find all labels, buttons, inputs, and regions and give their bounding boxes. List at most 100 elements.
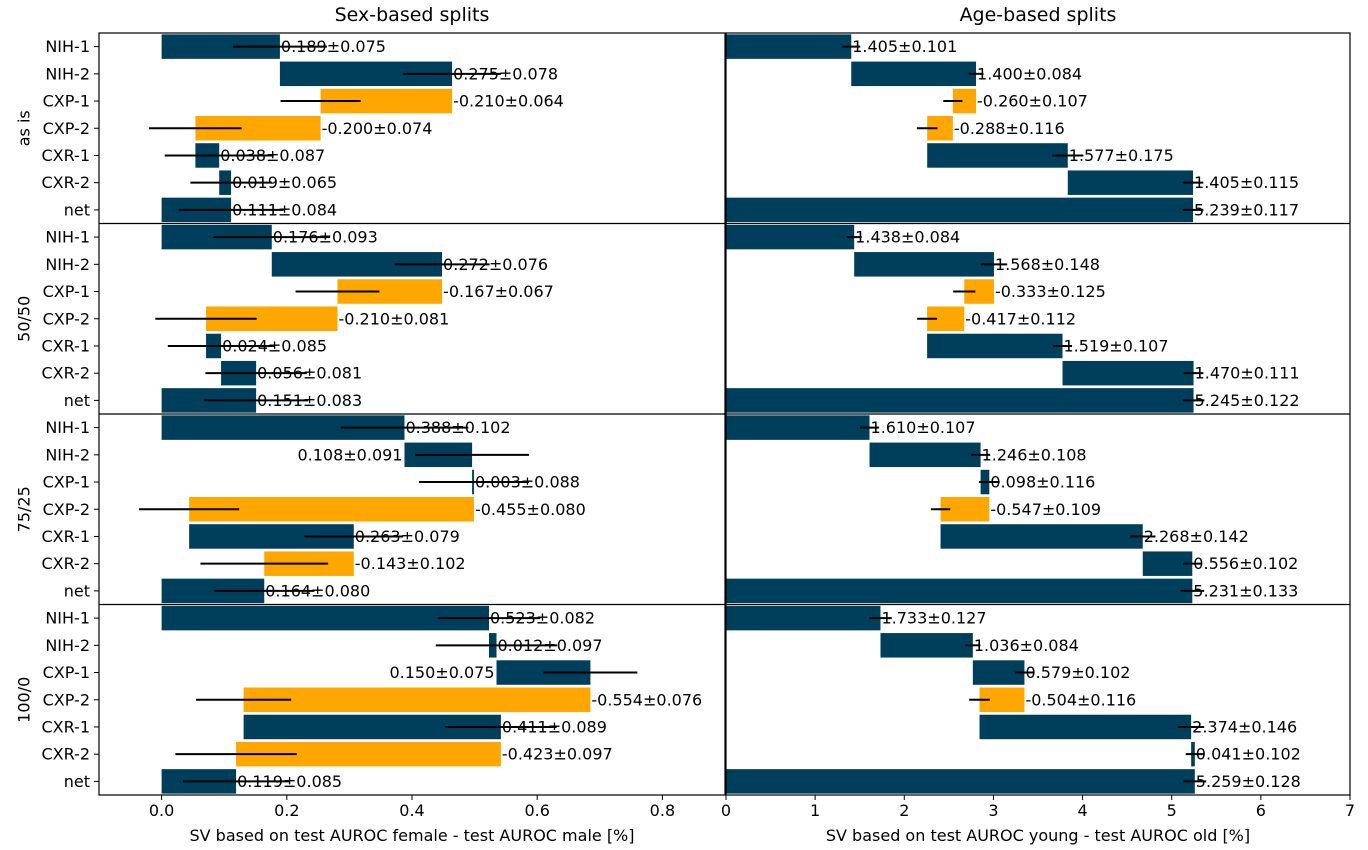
x-axis-label: SV based on test AUROC female - test AUR… xyxy=(189,826,634,845)
category-tick-label: NIH-1 xyxy=(45,228,90,247)
data-label: 5.245±0.122 xyxy=(1195,391,1300,410)
x-tick-label: 0 xyxy=(721,801,731,820)
data-label: 2.374±0.146 xyxy=(1192,717,1297,736)
x-tick-label: 7 xyxy=(1345,801,1355,820)
data-label: 1.470±0.111 xyxy=(1195,364,1300,383)
data-label: 1.036±0.084 xyxy=(974,636,1079,655)
bar-group: 1.405±0.101 1.400±0.084 -0.260±0.107 -0.288… xyxy=(726,34,1299,223)
category-tick-label: CXP-1 xyxy=(43,282,90,301)
category-tick-label: NIH-1 xyxy=(45,609,90,628)
group-label: as is xyxy=(15,110,34,146)
data-label: 0.041±0.102 xyxy=(1196,745,1301,764)
bar xyxy=(1067,170,1194,195)
data-label: 1.246±0.108 xyxy=(982,445,1087,464)
data-label: -0.210±0.064 xyxy=(453,92,564,111)
data-label: -0.143±0.102 xyxy=(355,554,466,573)
bar xyxy=(726,197,1194,223)
group-label: 50/50 xyxy=(15,296,34,342)
data-label: 0.189±0.075 xyxy=(281,37,386,56)
data-label: 1.438±0.084 xyxy=(855,228,960,247)
data-label: -0.167±0.067 xyxy=(443,282,554,301)
data-label: -0.333±0.125 xyxy=(995,282,1106,301)
bar xyxy=(851,61,977,87)
data-label: 5.231±0.133 xyxy=(1193,581,1298,600)
data-label: 0.098±0.116 xyxy=(990,473,1095,492)
data-label: 0.272±0.076 xyxy=(443,255,548,274)
x-tick-label: 2 xyxy=(899,801,909,820)
bar xyxy=(161,605,489,631)
x-tick-label: 3 xyxy=(988,801,998,820)
data-label: 0.411±0.089 xyxy=(502,717,607,736)
group-label: 75/25 xyxy=(15,486,34,532)
bar xyxy=(726,578,1193,604)
bar xyxy=(243,687,591,712)
category-tick-label: CXP-2 xyxy=(43,119,90,138)
data-label: 1.400±0.084 xyxy=(977,64,1082,83)
data-label: -0.455±0.080 xyxy=(475,500,586,519)
category-tick-label: NIH-2 xyxy=(45,445,90,464)
category-tick-label: CXR-2 xyxy=(41,364,90,383)
data-label: 0.263±0.079 xyxy=(355,527,460,546)
category-tick-label: CXR-2 xyxy=(41,173,90,192)
bar xyxy=(927,333,1063,359)
bar-group: 1.610±0.107 1.246±0.108 0.098±0.116 -0.547±… xyxy=(726,415,1298,604)
data-label: 0.176±0.093 xyxy=(273,228,378,247)
data-label: -0.260±0.107 xyxy=(977,92,1088,111)
data-label: 2.268±0.142 xyxy=(1144,527,1249,546)
data-label: 0.150±0.075 xyxy=(389,663,494,682)
category-tick-label: net xyxy=(64,200,90,219)
x-axis-label: SV based on test AUROC young - test AURO… xyxy=(826,826,1250,845)
panel-sex: Sex-based splits 0.189±0.075 0.275±0.078 -0… xyxy=(98,4,726,845)
data-label: 0.108±0.091 xyxy=(297,445,402,464)
bar xyxy=(952,88,977,114)
data-label: 5.259±0.128 xyxy=(1196,772,1301,791)
category-tick-label: CXR-2 xyxy=(41,745,90,764)
data-label: 0.056±0.081 xyxy=(257,364,362,383)
x-tick-label: 0.4 xyxy=(399,801,424,820)
data-label: 1.519±0.107 xyxy=(1064,336,1169,355)
bar-group: 1.733±0.127 1.036±0.084 0.579±0.102 -0.504±… xyxy=(726,605,1301,794)
data-label: -0.288±0.116 xyxy=(954,119,1065,138)
data-label: 0.111±0.084 xyxy=(232,200,337,219)
data-label: 0.275±0.078 xyxy=(453,64,558,83)
data-label: 0.019±0.065 xyxy=(232,173,337,192)
data-label: 0.388±0.102 xyxy=(405,418,510,437)
data-label: 0.579±0.102 xyxy=(1025,663,1130,682)
bar xyxy=(869,442,981,468)
data-label: -0.200±0.074 xyxy=(322,119,433,138)
x-axis: 0.0 0.2 0.4 0.6 0.8 SV based on test AUROC fe… xyxy=(149,795,675,845)
data-label: 0.012±0.097 xyxy=(498,636,603,655)
data-label: 1.733±0.127 xyxy=(881,609,986,628)
x-tick-label: 5 xyxy=(1167,801,1177,820)
category-tick-label: CXP-1 xyxy=(43,92,90,111)
category-tick-label: CXR-1 xyxy=(41,717,90,736)
category-tick-label: CXR-2 xyxy=(41,554,90,573)
data-label: 1.568±0.148 xyxy=(995,255,1100,274)
bar xyxy=(1062,360,1194,386)
category-tick-label: CXR-1 xyxy=(41,336,90,355)
x-tick-label: 0.2 xyxy=(274,801,299,820)
category-tick-label: NIH-1 xyxy=(45,37,90,56)
x-tick-label: 0.0 xyxy=(149,801,174,820)
data-label: 0.038±0.087 xyxy=(220,146,325,165)
bar-group: 0.176±0.093 0.272±0.076 -0.167±0.067 -0.210… xyxy=(155,224,554,413)
group-label: 100/0 xyxy=(15,677,34,723)
bar xyxy=(726,388,1194,413)
data-label: 5.239±0.117 xyxy=(1194,200,1299,219)
panel-title: Sex-based splits xyxy=(335,4,490,26)
data-label: 1.405±0.101 xyxy=(852,37,957,56)
bar xyxy=(726,769,1195,794)
category-tick-label: CXP-2 xyxy=(43,690,90,709)
bar xyxy=(726,605,881,631)
x-tick-label: 6 xyxy=(1256,801,1266,820)
bar xyxy=(726,415,870,440)
category-tick-label: CXP-1 xyxy=(43,473,90,492)
data-label: 1.405±0.115 xyxy=(1194,173,1299,192)
data-label: 0.024±0.085 xyxy=(222,336,327,355)
x-tick-label: 0.6 xyxy=(524,801,549,820)
data-label: -0.423±0.097 xyxy=(502,745,613,764)
bar-group: 1.438±0.084 1.568±0.148 -0.333±0.125 -0.417… xyxy=(726,224,1300,413)
